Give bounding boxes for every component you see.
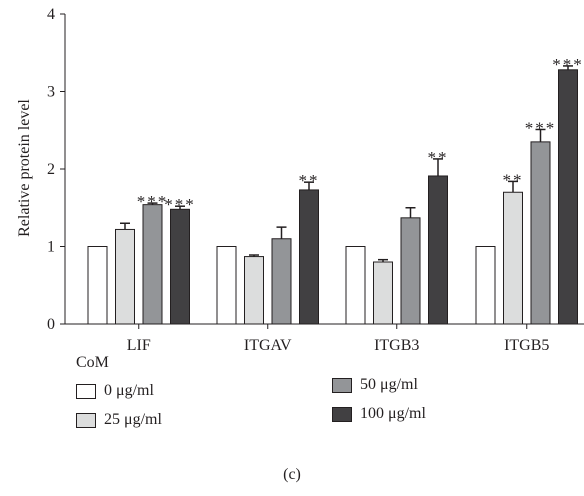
y-tick-label: 2	[47, 161, 55, 178]
y-tick-label: 3	[47, 84, 55, 101]
bar	[345, 246, 366, 325]
bar	[115, 228, 135, 325]
significance-label: **	[428, 148, 449, 167]
bar	[87, 246, 108, 325]
legend-swatch-1	[76, 412, 96, 428]
x-tick-label: ITGAV	[244, 337, 292, 354]
panel-label: (c)	[283, 466, 301, 483]
legend-item-0: 0 μg/ml	[76, 382, 154, 400]
significance-label: ***	[552, 55, 584, 74]
legend-label-1: 25 μg/ml	[104, 411, 162, 428]
bar	[299, 189, 319, 325]
bar	[428, 175, 448, 325]
bar	[503, 191, 523, 325]
legend-item-1: 25 μg/ml	[76, 411, 162, 429]
bar	[475, 246, 496, 325]
bar	[216, 246, 237, 325]
legend-label-2: 50 μg/ml	[360, 376, 418, 393]
significance-label: ***	[525, 118, 557, 137]
significance-label: ***	[164, 195, 196, 214]
bar	[558, 69, 578, 325]
bar	[373, 261, 393, 325]
legend-item-3: 100 μg/ml	[332, 405, 426, 423]
bar	[142, 204, 163, 325]
legend-item-2: 50 μg/ml	[332, 376, 418, 394]
axes: 0 1 2 3 4 LIF ITGAV ITGB3 ITGB5	[47, 6, 584, 354]
bars: ******************	[87, 55, 584, 325]
y-axis-label: Relative protein level	[16, 99, 33, 237]
bar	[271, 238, 292, 325]
significance-label: **	[299, 171, 320, 190]
bar	[244, 256, 264, 325]
x-tick-label: LIF	[127, 337, 151, 354]
legend-swatch-3	[332, 406, 352, 422]
legend-swatch-0	[76, 383, 96, 399]
y-tick-label: 4	[47, 6, 55, 23]
bar	[530, 141, 551, 325]
x-tick-label: ITGB5	[504, 337, 549, 354]
y-tick-label: 1	[47, 239, 55, 256]
legend: CoM 0 μg/ml 25 μg/ml 50 μg/ml 100 μg/ml	[74, 352, 574, 462]
significance-label: **	[503, 170, 524, 189]
bar	[170, 208, 190, 325]
bar	[400, 217, 421, 325]
x-tick-label: ITGB3	[374, 337, 419, 354]
legend-label-0: 0 μg/ml	[104, 382, 154, 399]
legend-swatch-2	[332, 377, 352, 393]
legend-label-3: 100 μg/ml	[360, 405, 426, 422]
legend-title: CoM	[76, 354, 109, 371]
y-tick-label: 0	[47, 316, 55, 333]
significance-label: ***	[137, 192, 169, 211]
